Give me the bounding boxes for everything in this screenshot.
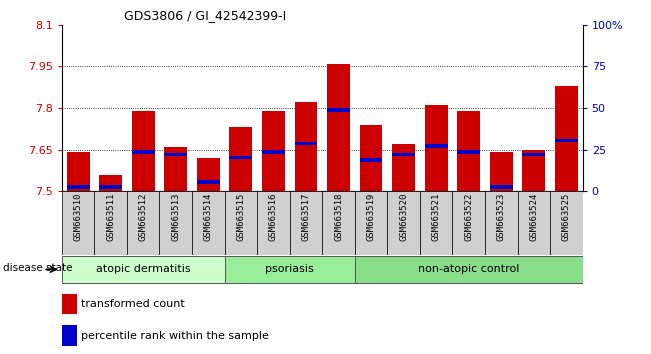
Bar <box>420 191 452 255</box>
Bar <box>94 191 127 255</box>
Bar <box>387 191 420 255</box>
Text: percentile rank within the sample: percentile rank within the sample <box>81 331 268 341</box>
Bar <box>452 191 485 255</box>
Bar <box>164 147 187 191</box>
Text: GSM663517: GSM663517 <box>301 193 311 241</box>
Text: GDS3806 / GI_42542399-I: GDS3806 / GI_42542399-I <box>124 9 286 22</box>
Text: GSM663523: GSM663523 <box>497 193 506 241</box>
Text: GSM663522: GSM663522 <box>464 193 473 241</box>
Bar <box>355 191 387 255</box>
Bar <box>490 185 513 189</box>
Bar <box>424 105 447 191</box>
Text: GSM663520: GSM663520 <box>399 193 408 241</box>
Bar <box>262 150 285 154</box>
Bar <box>67 185 90 189</box>
Bar <box>262 111 285 191</box>
Text: GSM663515: GSM663515 <box>236 193 245 241</box>
Text: GSM663524: GSM663524 <box>529 193 538 241</box>
Bar <box>555 86 577 191</box>
Text: GSM663521: GSM663521 <box>432 193 441 241</box>
Bar <box>327 64 350 191</box>
Bar <box>229 155 252 159</box>
Bar <box>555 139 577 143</box>
Bar <box>62 256 225 284</box>
Bar <box>99 185 122 189</box>
Bar <box>225 256 355 284</box>
Bar <box>322 191 355 255</box>
Bar <box>359 125 382 191</box>
Bar <box>290 191 322 255</box>
Bar <box>192 191 225 255</box>
Bar <box>294 102 318 191</box>
Bar <box>518 191 550 255</box>
Text: transformed count: transformed count <box>81 299 184 309</box>
Text: GSM663511: GSM663511 <box>106 193 115 241</box>
Text: GSM663512: GSM663512 <box>139 193 148 241</box>
Bar <box>355 256 583 284</box>
Bar <box>62 191 94 255</box>
Bar <box>132 150 154 154</box>
Bar <box>132 111 154 191</box>
Bar <box>522 149 545 191</box>
Text: GSM663510: GSM663510 <box>74 193 83 241</box>
Text: GSM663519: GSM663519 <box>367 193 376 241</box>
Text: GSM663514: GSM663514 <box>204 193 213 241</box>
Bar <box>457 111 480 191</box>
Bar <box>457 150 480 154</box>
Bar <box>164 153 187 156</box>
Bar <box>424 144 447 148</box>
Text: GSM663513: GSM663513 <box>171 193 180 241</box>
Bar <box>550 191 583 255</box>
Text: GSM663525: GSM663525 <box>562 193 571 241</box>
Bar <box>359 158 382 162</box>
Bar <box>257 191 290 255</box>
Bar <box>490 152 513 191</box>
Bar <box>225 191 257 255</box>
Bar <box>197 158 220 191</box>
Bar <box>522 153 545 156</box>
Text: non-atopic control: non-atopic control <box>418 264 519 274</box>
Bar <box>159 191 192 255</box>
Bar <box>294 142 318 145</box>
Bar <box>229 127 252 191</box>
Bar <box>67 152 90 191</box>
Bar <box>62 325 77 346</box>
Bar <box>62 293 77 314</box>
Bar <box>392 153 415 156</box>
Bar <box>327 108 350 112</box>
Text: GSM663516: GSM663516 <box>269 193 278 241</box>
Bar <box>485 191 518 255</box>
Bar <box>197 181 220 184</box>
Text: disease state: disease state <box>3 263 73 273</box>
Bar <box>99 175 122 191</box>
Bar <box>392 144 415 191</box>
Text: psoriasis: psoriasis <box>266 264 314 274</box>
Text: GSM663518: GSM663518 <box>334 193 343 241</box>
Bar <box>127 191 159 255</box>
Text: atopic dermatitis: atopic dermatitis <box>96 264 191 274</box>
